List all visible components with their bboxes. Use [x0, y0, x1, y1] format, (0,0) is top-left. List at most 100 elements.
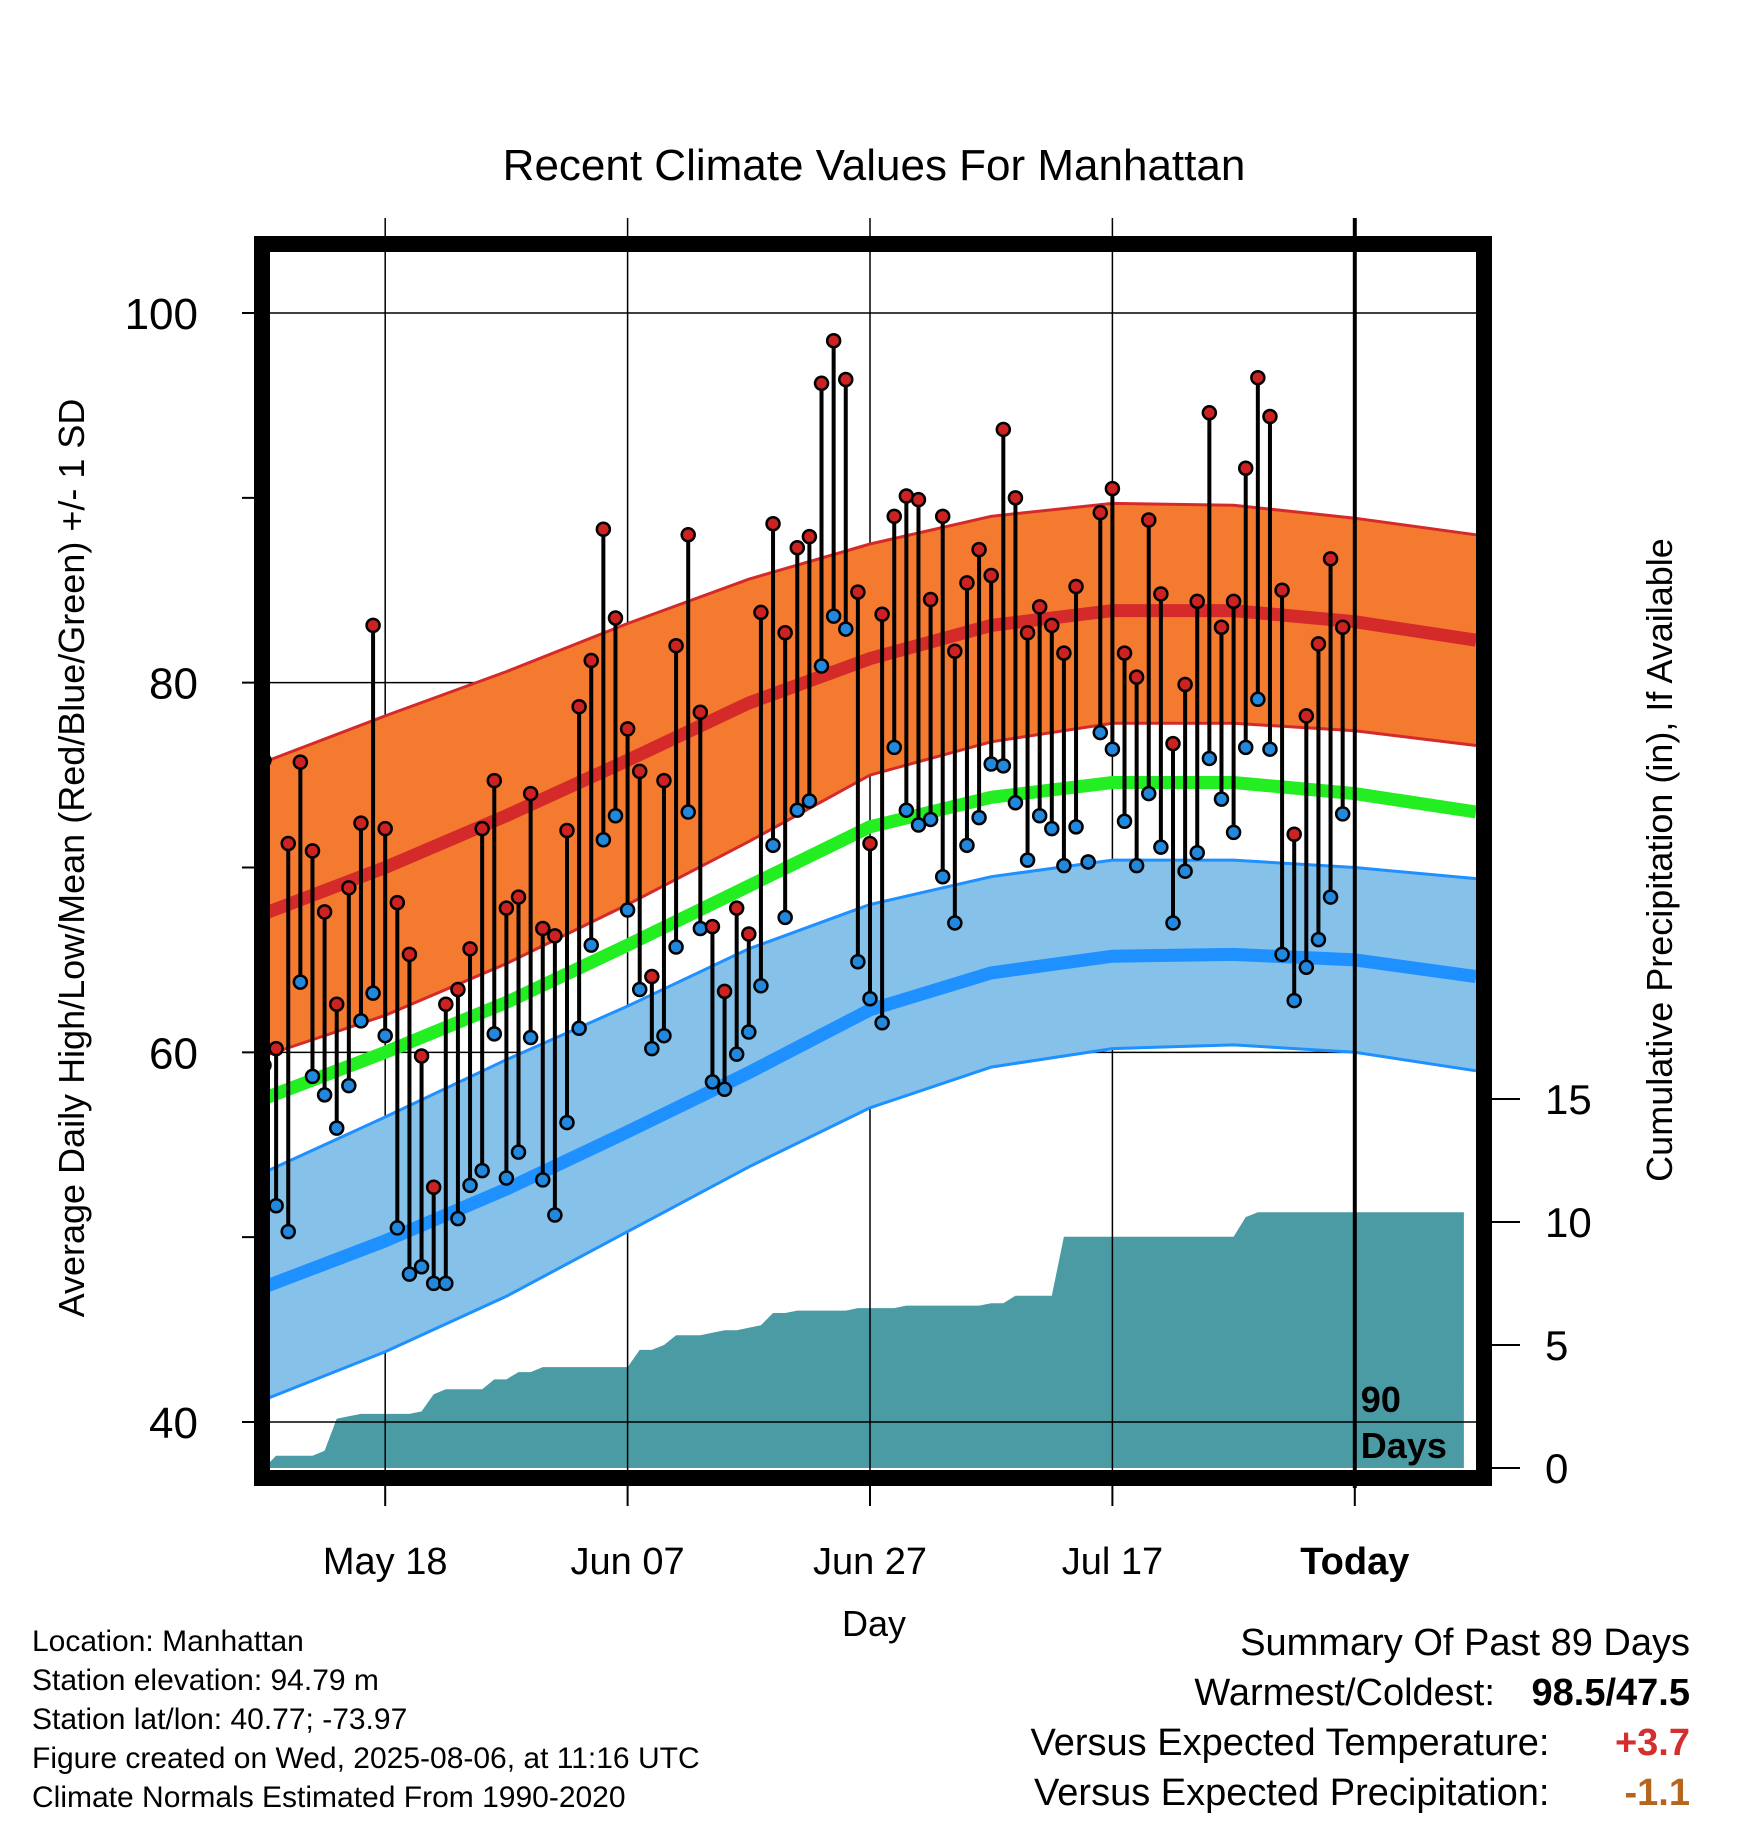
- daily-low-point: [438, 1275, 454, 1292]
- daily-low-point: [365, 985, 381, 1001]
- daily-high-point: [450, 981, 466, 998]
- daily-low-point: [631, 981, 648, 998]
- precip-label: Versus Expected Precipitation:: [1034, 1772, 1550, 1814]
- daily-high-point: [292, 754, 309, 770]
- daily-low-point: [607, 807, 624, 824]
- daily-low-point: [522, 1029, 539, 1046]
- daily-high-point: [838, 371, 854, 388]
- warmest-label: Warmest/Coldest:: [1194, 1672, 1495, 1714]
- daily-low-point: [995, 758, 1012, 774]
- daily-low-point: [656, 1027, 672, 1044]
- daily-low-point: [1080, 854, 1096, 870]
- daily-low-point: [874, 1015, 890, 1031]
- high-lower-line: [263, 721, 1477, 1058]
- daily-low-point: [510, 1144, 527, 1160]
- daily-high-point: [765, 515, 781, 532]
- x-tick-label: Today: [1300, 1541, 1409, 1583]
- daily-high-point: [947, 643, 963, 659]
- daily-low-point: [353, 1013, 369, 1029]
- elevation-text: Station elevation: 94.79 m: [32, 1664, 379, 1697]
- y-tick-label-right: 10: [1545, 1199, 1592, 1246]
- daily-high-point: [1225, 593, 1242, 610]
- x-tick-label: Jun 07: [571, 1541, 685, 1583]
- daily-low-point: [474, 1162, 490, 1179]
- daily-high-point: [1141, 512, 1157, 528]
- daily-low-point: [801, 793, 818, 809]
- daily-high-point: [1128, 669, 1145, 685]
- daily-high-point: [559, 822, 575, 839]
- daily-high-point: [1310, 636, 1327, 652]
- daily-high-point: [486, 772, 503, 789]
- daily-high-point: [801, 528, 818, 545]
- daily-high-point: [777, 625, 793, 641]
- daily-low-point: [1044, 820, 1060, 837]
- daily-low-point: [1007, 795, 1024, 811]
- daily-low-point: [947, 915, 963, 931]
- daily-high-point: [1334, 619, 1351, 635]
- warmest-value: 98.5: [1531, 1672, 1606, 1714]
- daily-low-point: [377, 1027, 393, 1044]
- daily-high-point: [316, 904, 333, 920]
- today-annotation: Days: [1361, 1425, 1447, 1466]
- daily-low-point: [1165, 915, 1181, 931]
- daily-high-point: [619, 721, 636, 737]
- daily-high-point: [825, 332, 842, 349]
- daily-high-point: [498, 900, 515, 916]
- daily-low-point: [1141, 785, 1157, 802]
- daily-low-point: [813, 658, 830, 674]
- precip-area: [264, 1212, 1464, 1468]
- daily-low-point: [668, 939, 684, 955]
- daily-low-point: [1201, 750, 1218, 767]
- daily-high-point: [1044, 617, 1060, 634]
- daily-low-point: [583, 937, 599, 953]
- daily-high-point: [1031, 599, 1048, 615]
- daily-low-point: [1153, 839, 1169, 855]
- daily-low-point: [777, 909, 793, 926]
- daily-high-point: [728, 900, 745, 916]
- y-tick-label-right: 5: [1545, 1322, 1568, 1369]
- daily-low-point: [1213, 791, 1230, 807]
- daily-low-point: [559, 1114, 575, 1131]
- latlon-text: Station lat/lon: 40.77; -73.97: [32, 1703, 408, 1736]
- daily-low-point: [862, 990, 878, 1007]
- daily-low-point: [1237, 739, 1254, 756]
- daily-low-point: [850, 954, 866, 970]
- daily-low-point: [922, 811, 939, 828]
- summary-warmest-row: Warmest/Coldest: 98.5/47.5: [1031, 1668, 1690, 1718]
- daily-high-point: [656, 772, 672, 789]
- daily-high-point: [1189, 593, 1205, 610]
- daily-low-point: [498, 1170, 515, 1186]
- chart-title: Recent Climate Values For Manhattan: [503, 141, 1246, 190]
- daily-high-point: [413, 1048, 430, 1064]
- daily-low-point: [304, 1068, 321, 1085]
- daily-low-point: [1262, 741, 1278, 757]
- daily-high-point: [1177, 676, 1193, 693]
- daily-high-point: [438, 996, 454, 1013]
- x-axis-label: Day: [842, 1603, 906, 1644]
- daily-low-point: [838, 621, 854, 637]
- daily-low-point: [619, 902, 636, 918]
- daily-high-point: [1007, 490, 1024, 506]
- daily-low-point: [1104, 741, 1121, 757]
- plot-area: [262, 244, 1484, 1478]
- daily-low-point: [959, 837, 975, 854]
- daily-high-point: [862, 835, 878, 852]
- daily-low-point: [765, 837, 781, 854]
- daily-high-point: [1213, 619, 1230, 635]
- daily-high-point: [934, 508, 951, 525]
- daily-high-point: [341, 880, 357, 896]
- x-tick-label: Jun 27: [813, 1541, 927, 1583]
- daily-high-point: [268, 1040, 284, 1057]
- daily-high-point: [547, 928, 563, 944]
- daily-high-point: [995, 421, 1012, 438]
- daily-high-point: [1068, 578, 1084, 595]
- daily-high-point: [1019, 625, 1036, 641]
- daily-high-point: [789, 539, 806, 556]
- plot-interior: [262, 244, 1484, 1478]
- daily-low-point: [1128, 857, 1145, 874]
- high-upper-line: [263, 501, 1477, 764]
- daily-high-point: [668, 637, 684, 654]
- daily-high-point: [425, 1179, 442, 1196]
- daily-high-point: [959, 575, 975, 591]
- daily-low-point: [753, 978, 769, 994]
